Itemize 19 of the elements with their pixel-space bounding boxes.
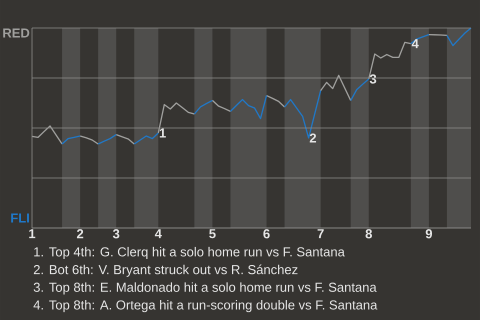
x-tick-label: 4 — [154, 229, 162, 238]
x-tick-label: 2 — [76, 229, 84, 238]
text: FLI — [11, 214, 29, 222]
x-tick-label: 3 — [112, 229, 120, 238]
text: 2. Bot 6th: V. Bryant struck out vs R. Sánchez — [34, 264, 298, 277]
text: 4. Top 8th: A. Ortega hit a run-scoring double vs F. Santana — [34, 300, 378, 312]
x-tick-label: 8 — [366, 229, 372, 238]
text: 1. Top 4th: G. Clerq hit a solo home run vs F. Santana — [34, 246, 345, 260]
annotation: 4 — [412, 39, 419, 48]
annotation: 3 — [370, 74, 376, 84]
x-tick-label: 9 — [426, 229, 432, 238]
annotation: 1 — [160, 128, 166, 138]
x-tick-label: 7 — [318, 229, 324, 238]
annotation: 2 — [310, 133, 316, 143]
text: 3. Top 8th: E. Maldonado hit a solo home run vs F. Santana — [34, 282, 377, 294]
x-tick-label: 1 — [29, 229, 36, 238]
x-tick-label: 5 — [209, 229, 216, 238]
text: RED — [3, 28, 30, 38]
x-tick-label: 6 — [263, 229, 270, 238]
